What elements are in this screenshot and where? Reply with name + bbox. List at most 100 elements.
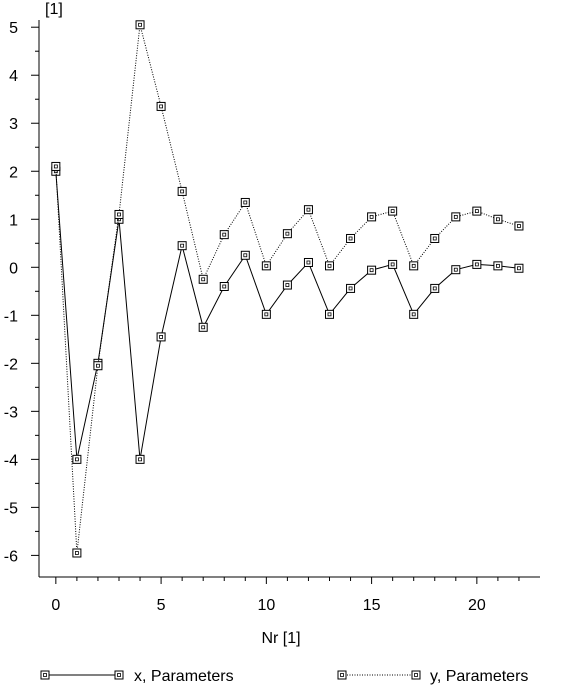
data-point-marker-inner bbox=[517, 266, 521, 271]
data-point-marker-inner bbox=[159, 335, 163, 339]
data-point-marker bbox=[240, 197, 250, 207]
x-tick-label: 0 bbox=[51, 597, 60, 614]
data-point-marker bbox=[282, 229, 292, 239]
data-point-marker bbox=[514, 263, 524, 273]
data-point-marker-inner bbox=[495, 263, 500, 268]
y-tick-label: 2 bbox=[9, 164, 18, 181]
data-point-marker-inner bbox=[348, 286, 353, 291]
data-point-marker-inner bbox=[327, 263, 332, 268]
data-point-marker-inner bbox=[369, 268, 374, 273]
data-point-marker bbox=[282, 280, 292, 290]
data-point-marker bbox=[219, 281, 229, 291]
data-point-marker bbox=[324, 261, 334, 271]
data-point-marker-inner bbox=[306, 207, 311, 212]
data-point-marker-inner bbox=[74, 551, 79, 555]
data-point-marker bbox=[51, 161, 61, 171]
data-point-marker-inner bbox=[180, 189, 185, 194]
y-axis-title: [1] bbox=[45, 1, 63, 18]
legend-marker-inner bbox=[43, 673, 47, 677]
data-point-marker bbox=[93, 361, 103, 371]
y-tick-label: 4 bbox=[9, 68, 18, 85]
legend-item-y: y, Parameters bbox=[337, 668, 528, 685]
data-point-marker-inner bbox=[138, 457, 142, 462]
data-point-marker bbox=[114, 209, 124, 219]
data-point-marker bbox=[198, 274, 208, 284]
data-point-marker-inner bbox=[53, 164, 58, 169]
data-point-marker bbox=[493, 261, 503, 271]
series-line bbox=[55, 24, 520, 554]
data-point-marker bbox=[451, 212, 461, 222]
data-point-marker bbox=[261, 309, 271, 319]
data-point-marker bbox=[493, 214, 503, 224]
data-point-marker bbox=[135, 20, 145, 30]
data-point-marker-inner bbox=[201, 325, 206, 330]
data-point-marker-inner bbox=[369, 214, 374, 219]
data-point-marker bbox=[514, 221, 524, 231]
data-point-marker-inner bbox=[306, 260, 311, 265]
legend-label: y, Parameters bbox=[430, 668, 528, 685]
data-point-marker-inner bbox=[453, 267, 458, 272]
data-point-marker-inner bbox=[180, 243, 185, 248]
legend-marker bbox=[40, 670, 50, 680]
data-point-marker-inner bbox=[264, 263, 269, 268]
data-point-marker bbox=[72, 454, 82, 464]
data-point-marker bbox=[303, 205, 313, 215]
legend-label: x, Parameters bbox=[134, 668, 234, 685]
data-point-marker bbox=[472, 206, 482, 216]
data-point-marker bbox=[240, 250, 250, 260]
y-tick-label: 0 bbox=[9, 260, 18, 277]
data-point-marker bbox=[451, 265, 461, 275]
data-point-marker bbox=[324, 309, 334, 319]
data-point-marker bbox=[156, 332, 166, 342]
y-tick-label: -4 bbox=[4, 452, 18, 469]
data-point-marker-inner bbox=[411, 263, 416, 268]
data-point-marker-inner bbox=[96, 363, 100, 368]
x-tick-label: 15 bbox=[363, 597, 381, 614]
series-y bbox=[51, 20, 524, 558]
legend-item-x: x, Parameters bbox=[40, 668, 234, 685]
data-point-marker-inner bbox=[390, 262, 395, 267]
data-point-marker bbox=[135, 454, 145, 464]
data-point-marker bbox=[409, 261, 419, 271]
data-point-marker-inner bbox=[453, 214, 458, 219]
y-tick-label: 5 bbox=[9, 20, 18, 37]
data-point-marker-inner bbox=[159, 104, 163, 109]
legend-marker bbox=[337, 670, 347, 680]
y-tick-label: -5 bbox=[4, 500, 18, 517]
data-point-marker-inner bbox=[495, 217, 500, 222]
data-point-marker-inner bbox=[222, 284, 227, 289]
data-point-marker bbox=[388, 259, 398, 269]
data-point-marker-inner bbox=[327, 312, 332, 317]
series-layer bbox=[51, 20, 524, 558]
data-point-marker bbox=[72, 548, 82, 558]
data-point-marker bbox=[303, 257, 313, 267]
data-point-marker bbox=[198, 322, 208, 332]
data-point-marker-inner bbox=[222, 232, 227, 237]
data-point-marker-inner bbox=[474, 262, 479, 267]
data-point-marker bbox=[367, 265, 377, 275]
legend-marker bbox=[114, 670, 124, 680]
y-tick-label: 1 bbox=[9, 212, 18, 229]
x-tick-label: 5 bbox=[157, 597, 166, 614]
series-x bbox=[51, 166, 524, 464]
data-point-marker-inner bbox=[432, 286, 437, 291]
data-point-marker-inner bbox=[348, 236, 353, 241]
data-point-marker bbox=[219, 230, 229, 240]
x-tick-label: 20 bbox=[468, 597, 486, 614]
data-point-marker-inner bbox=[138, 22, 142, 27]
data-point-marker bbox=[261, 261, 271, 271]
data-point-marker-inner bbox=[517, 224, 521, 228]
data-point-marker-inner bbox=[432, 236, 437, 241]
data-point-marker-inner bbox=[243, 253, 248, 258]
legend: x, Parameters y, Parameters bbox=[40, 668, 528, 685]
data-point-marker-inner bbox=[201, 277, 206, 282]
data-point-marker-inner bbox=[74, 457, 79, 462]
data-point-marker-inner bbox=[285, 231, 290, 236]
x-axis-title: Nr [1] bbox=[261, 630, 300, 647]
legend-marker-inner bbox=[340, 673, 344, 677]
data-point-marker-inner bbox=[243, 200, 248, 205]
data-point-marker-inner bbox=[264, 312, 269, 317]
data-point-marker bbox=[346, 233, 356, 243]
